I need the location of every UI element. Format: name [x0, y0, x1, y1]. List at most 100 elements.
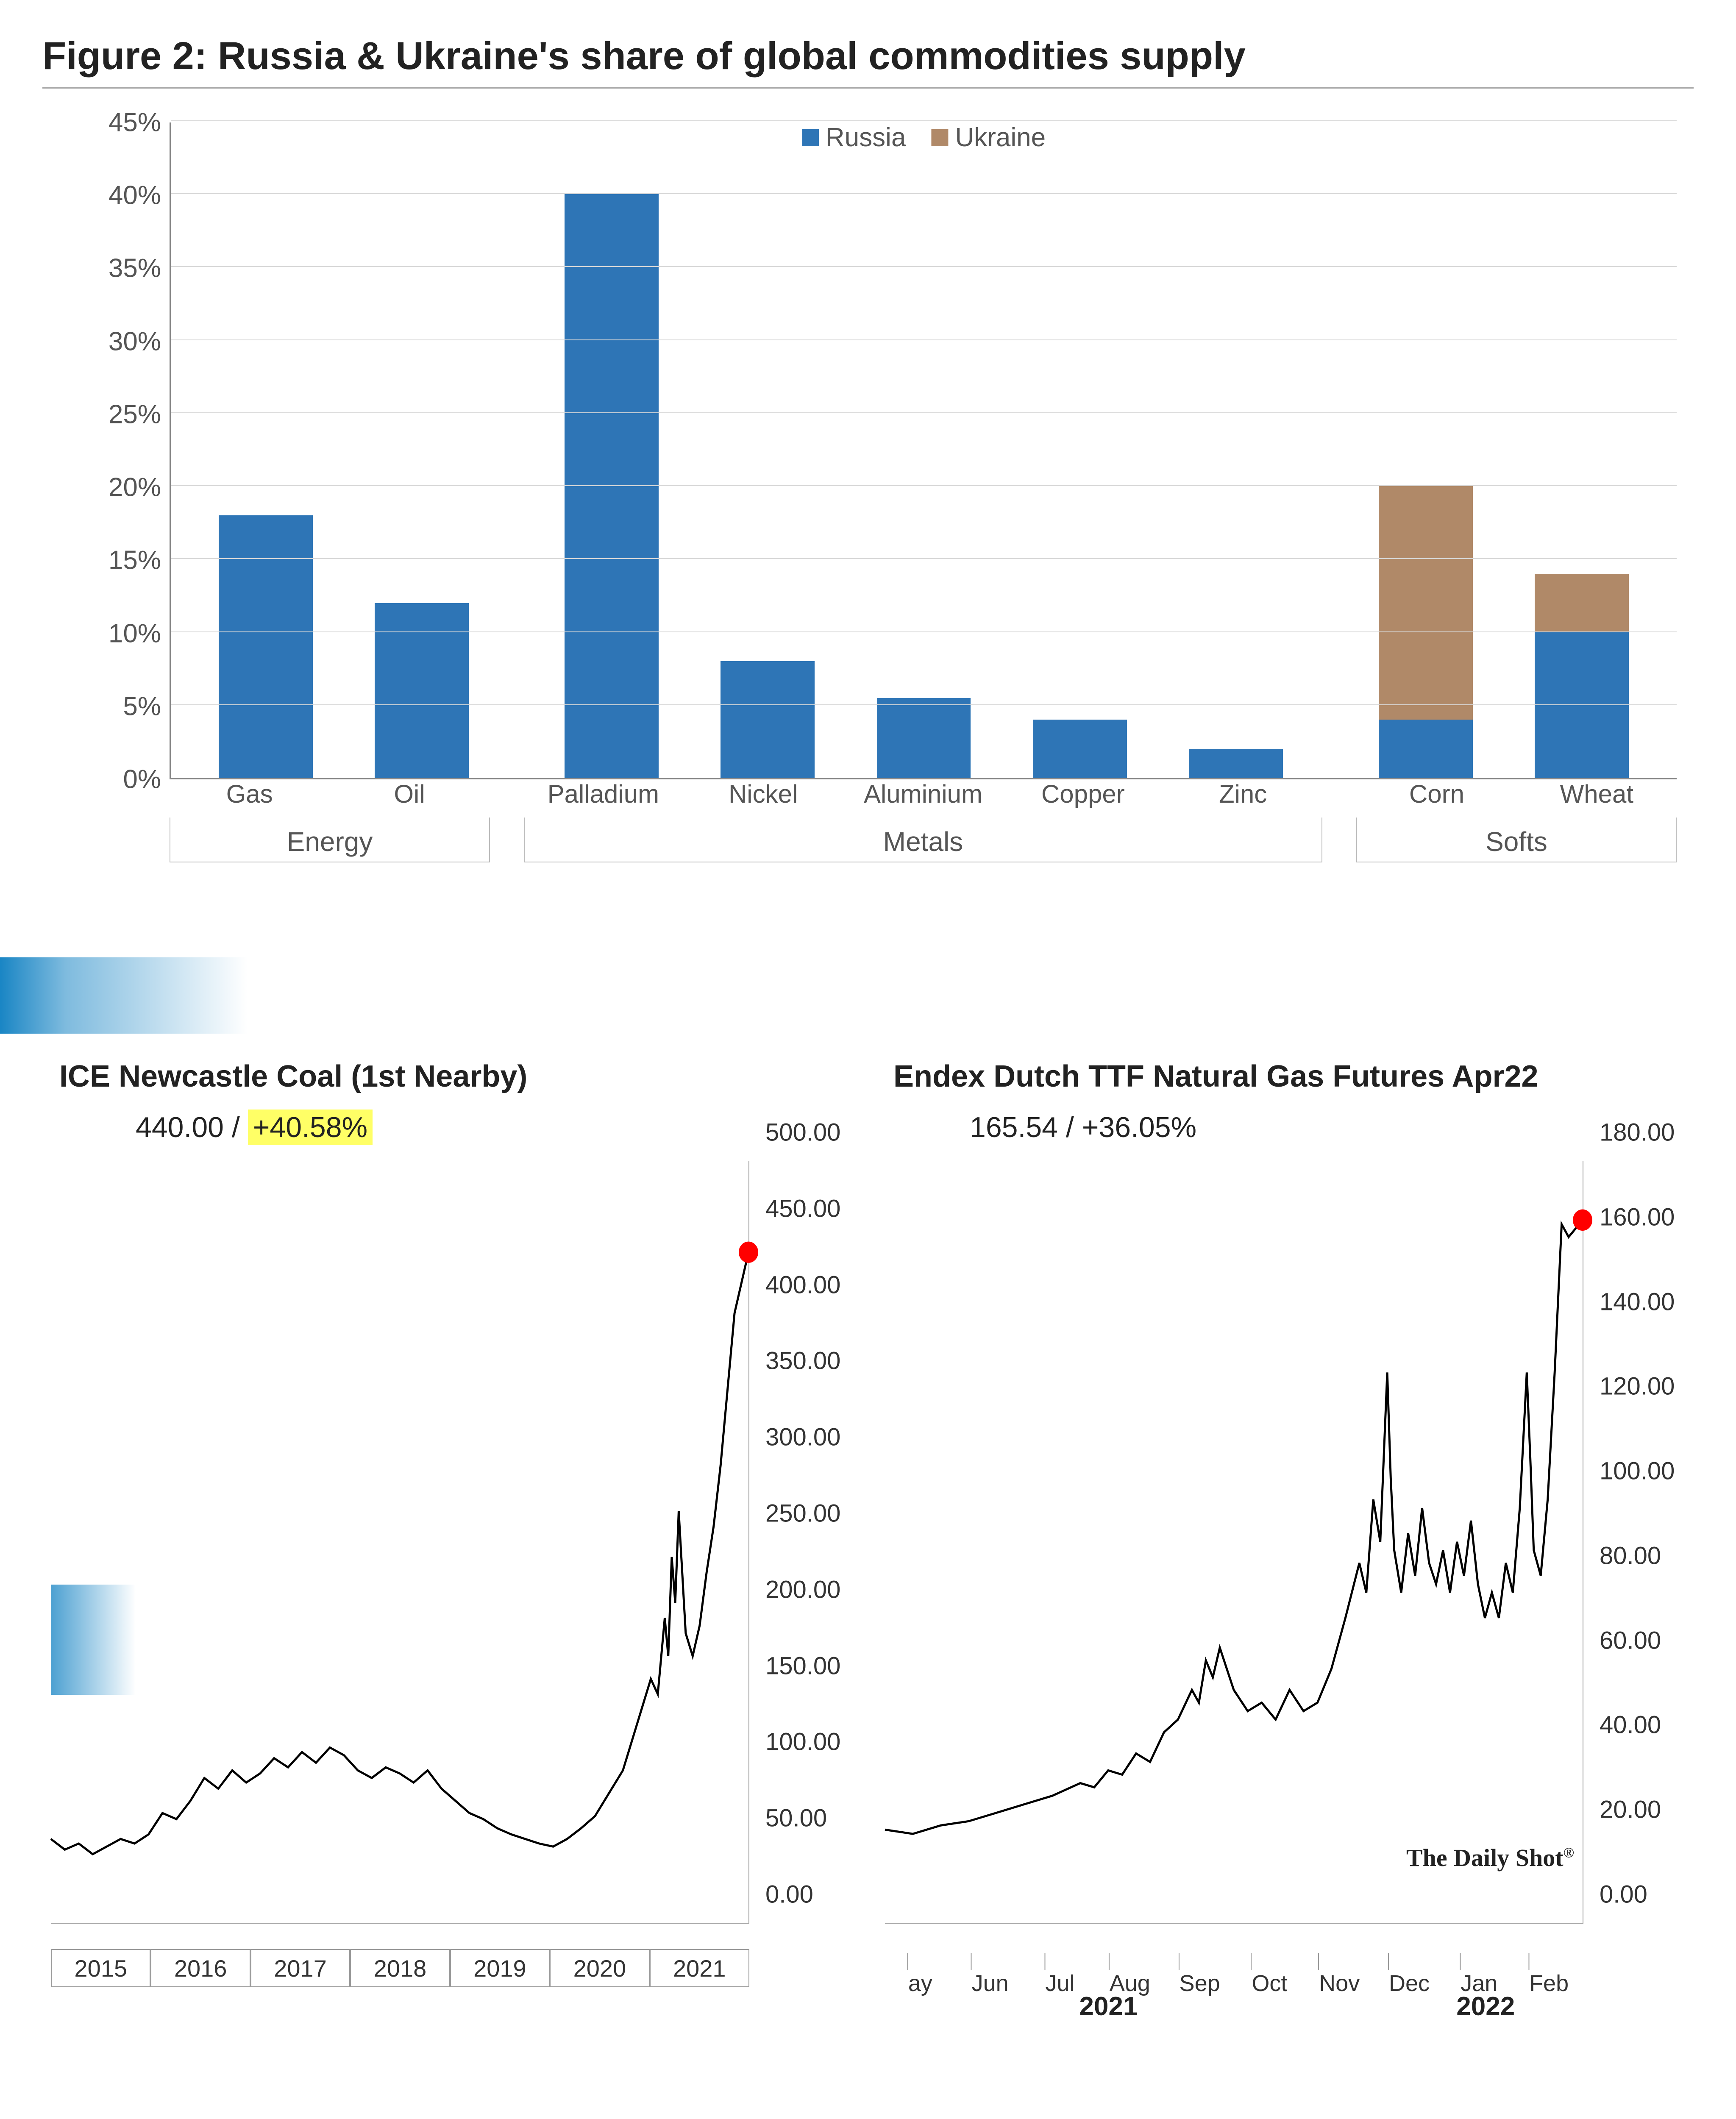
gridline: [171, 266, 1677, 267]
bar-chart-plot-area: RussiaUkraine: [170, 122, 1677, 779]
bar-segment: [877, 698, 971, 778]
gridline: [171, 120, 1677, 121]
x-year-box: 2017: [250, 1949, 350, 1987]
gridline: [171, 339, 1677, 340]
y-tick-label: 350.00: [765, 1347, 840, 1375]
y-tick-label: 100.00: [1600, 1457, 1675, 1485]
registered-icon: ®: [1564, 1845, 1574, 1861]
x-tick-label: Corn: [1357, 775, 1516, 813]
page-root: Figure 2: Russia & Ukraine's share of gl…: [0, 0, 1736, 2119]
x-month-tick: Nov: [1318, 1953, 1360, 1970]
bottom-charts-row: ICE Newcastle Coal (1st Nearby) 440.00 /…: [42, 1051, 1694, 2025]
bar-chart-x-labels: GasOilPalladiumNickelAluminiumCopperZinc…: [153, 775, 1694, 813]
y-tick-label: 20%: [68, 473, 161, 503]
bar-chart-group-labels: EnergyMetalsSofts: [153, 822, 1694, 867]
ttf-chart-x-axis: ayJunJulAugSepOctNovDecJanFeb20212022: [885, 1945, 1583, 2030]
bar: [344, 122, 500, 778]
x-year-box: 2018: [350, 1949, 450, 1987]
y-tick-label: 0%: [68, 765, 161, 795]
ttf-chart-line: [885, 1161, 1583, 1923]
y-tick-label: 5%: [68, 691, 161, 721]
x-month-tick: Jan: [1460, 1953, 1497, 1970]
bar: [1158, 122, 1314, 778]
x-month-tick: Jun: [971, 1953, 1009, 1970]
coal-chart: ICE Newcastle Coal (1st Nearby) 440.00 /…: [42, 1051, 860, 2025]
ttf-change-pct: +36.05%: [1082, 1111, 1196, 1143]
gridline: [171, 704, 1677, 705]
category-group-label: Metals: [524, 818, 1322, 862]
category-group-label: Softs: [1356, 818, 1677, 862]
x-month-tick: ay: [907, 1953, 932, 1970]
y-tick-label: 140.00: [1600, 1288, 1675, 1316]
endpoint-marker-icon: [1573, 1210, 1592, 1231]
x-month-tick: Dec: [1388, 1953, 1430, 1970]
y-tick-label: 45%: [68, 108, 161, 138]
coal-chart-x-axis: 2015201620172018201920202021: [51, 1945, 749, 2030]
x-year-box: 2019: [450, 1949, 550, 1987]
separator-slash: /: [1066, 1111, 1082, 1143]
attribution-text: The Daily Shot: [1406, 1844, 1564, 1872]
figure-title: Figure 2: Russia & Ukraine's share of gl…: [42, 34, 1694, 89]
y-tick-label: 300.00: [765, 1423, 840, 1452]
bar-segment: [1189, 749, 1283, 778]
bar-chart-bars: [171, 122, 1677, 778]
y-tick-label: 160.00: [1600, 1203, 1675, 1231]
x-month-tick: Feb: [1528, 1953, 1569, 1970]
bar: [846, 122, 1002, 778]
bar-segment: [1535, 632, 1629, 778]
x-year-label: 2021: [1079, 1991, 1138, 2022]
coal-chart-line: [51, 1161, 748, 1923]
y-tick-label: 250.00: [765, 1499, 840, 1528]
y-tick-label: 150.00: [765, 1652, 840, 1680]
bar-segment: [375, 603, 469, 778]
bar: [1348, 122, 1504, 778]
y-tick-label: 100.00: [765, 1728, 840, 1756]
y-tick-label: 35%: [68, 253, 161, 284]
bar: [188, 122, 344, 778]
bar-segment: [1535, 574, 1629, 632]
gridline: [171, 412, 1677, 413]
coal-chart-title: ICE Newcastle Coal (1st Nearby): [42, 1051, 860, 1098]
x-month-tick: Jul: [1044, 1953, 1074, 1970]
y-tick-label: 0.00: [1600, 1880, 1647, 1909]
x-month-tick: Oct: [1251, 1953, 1287, 1970]
ttf-value: 165.54: [970, 1111, 1058, 1143]
ttf-chart: Endex Dutch TTF Natural Gas Futures Apr2…: [876, 1051, 1694, 2025]
y-tick-label: 50.00: [765, 1804, 827, 1833]
gridline: [171, 631, 1677, 632]
gridline: [171, 485, 1677, 486]
bar-segment: [721, 661, 815, 778]
bar: [1504, 122, 1660, 778]
attribution-label: The Daily Shot®: [1406, 1844, 1574, 1872]
bar: [1002, 122, 1158, 778]
gridline: [171, 558, 1677, 559]
y-tick-label: 450.00: [765, 1194, 840, 1223]
y-tick-label: 0.00: [765, 1880, 813, 1909]
ttf-chart-subtitle: 165.54 / +36.05%: [876, 1098, 1694, 1152]
bar-segment: [1379, 486, 1473, 720]
y-tick-label: 40%: [68, 181, 161, 211]
price-line: [51, 1252, 748, 1854]
x-year-label: 2022: [1456, 1991, 1515, 2022]
coal-value: 440.00: [136, 1111, 224, 1143]
x-tick-label: Copper: [1003, 775, 1163, 813]
price-line: [885, 1220, 1583, 1834]
y-tick-label: 200.00: [765, 1575, 840, 1604]
y-tick-label: 120.00: [1600, 1372, 1675, 1401]
category-group-label: Energy: [170, 818, 490, 862]
x-month-tick: Aug: [1109, 1953, 1150, 1970]
coal-chart-plot: 0.0050.00100.00150.00200.00250.00300.003…: [51, 1161, 749, 1924]
x-tick-label: Oil: [329, 775, 489, 813]
bar-chart-y-axis: 0%5%10%15%20%25%30%35%40%45%: [59, 122, 170, 779]
bar: [690, 122, 846, 778]
x-tick-label: Zinc: [1163, 775, 1323, 813]
y-tick-label: 25%: [68, 399, 161, 429]
y-tick-label: 40.00: [1600, 1711, 1661, 1739]
gridline: [171, 193, 1677, 194]
y-tick-label: 20.00: [1600, 1796, 1661, 1824]
x-tick-label: Gas: [170, 775, 329, 813]
x-year-box: 2021: [650, 1949, 749, 1987]
bar-segment: [219, 515, 313, 778]
coal-change-pct: +40.58%: [248, 1110, 373, 1145]
endpoint-marker-icon: [739, 1242, 758, 1263]
